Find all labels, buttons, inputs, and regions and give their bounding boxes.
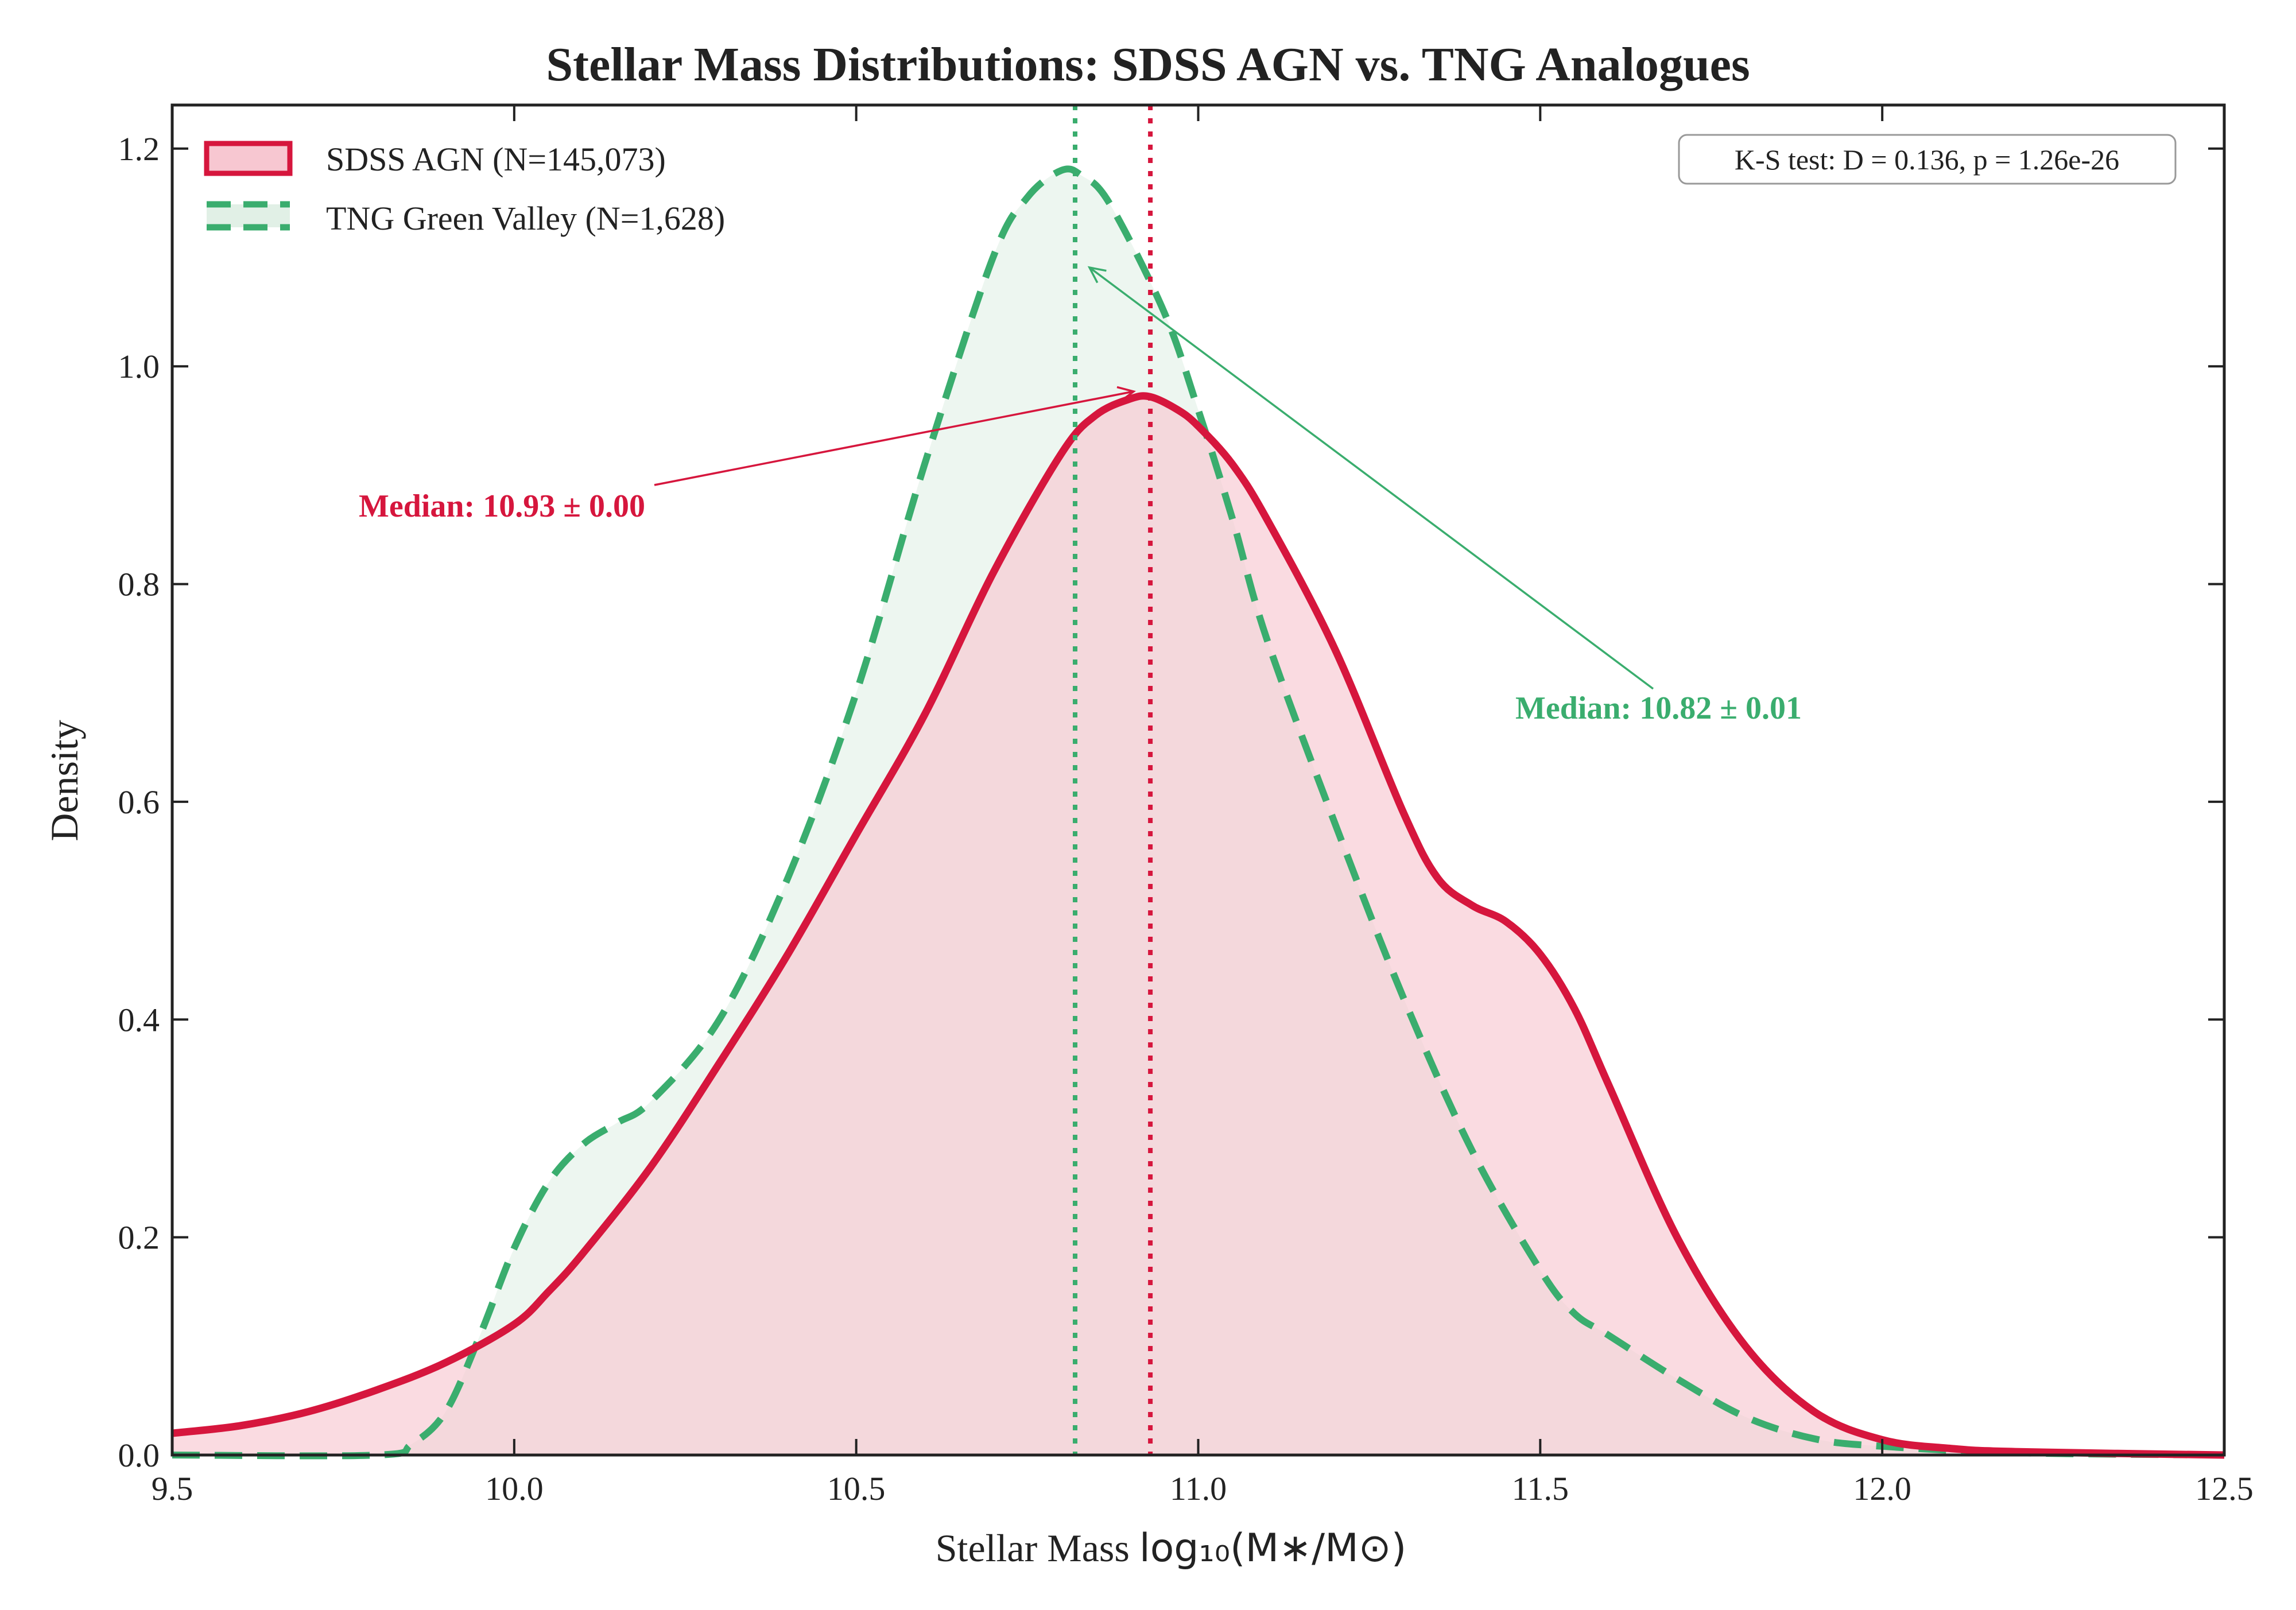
legend: SDSS AGN (N=145,073) TNG Green Valley (N… [204, 141, 725, 237]
series-line-sdss-agn [172, 392, 2225, 1459]
median-arrow-sdss-agn [654, 390, 1134, 486]
chart-title: Stellar Mass Distributions: SDSS AGN vs.… [546, 38, 1750, 91]
y-tick-label: 0.0 [118, 1437, 160, 1474]
legend-label-sdss-agn: SDSS AGN (N=145,073) [326, 141, 666, 178]
y-tick-label: 0.2 [118, 1219, 160, 1256]
y-tick-label: 1.0 [118, 348, 160, 385]
ks-test-text: K-S test: D = 0.136, p = 1.26e-26 [1735, 143, 2119, 176]
legend-dash-tng-green-valley [207, 201, 290, 231]
series-line-tng-green-valley [172, 165, 2225, 1460]
x-axis-label-text: Stellar Mass [936, 1526, 1139, 1570]
median-arrow-tng-green-valley [1088, 266, 1654, 690]
median-label-tng-green-valley: Median: 10.82 ± 0.01 [1515, 690, 1802, 726]
legend-label-tng-green-valley: TNG Green Valley (N=1,628) [326, 200, 725, 237]
median-arrow-tng-green-valley-head [1087, 266, 1107, 284]
x-tick-label: 9.5 [152, 1470, 193, 1507]
y-tick-label: 0.4 [118, 1001, 160, 1038]
median-label-sdss-agn: Median: 10.93 ± 0.00 [359, 488, 645, 524]
x-tick-label: 10.5 [827, 1470, 886, 1507]
legend-swatch-sdss-agn [204, 141, 293, 176]
x-tick-label: 11.0 [1170, 1470, 1227, 1507]
series-fill-sdss-agn [172, 395, 2224, 1456]
x-tick-label: 11.5 [1512, 1470, 1569, 1507]
y-axis-label: Density [42, 720, 86, 841]
legend-swatch-tng-green-valley [207, 204, 290, 227]
y-tick-label: 1.2 [118, 130, 160, 168]
y-tick-label: 0.6 [118, 783, 160, 821]
x-tick-label: 10.0 [485, 1470, 544, 1507]
x-axis-label: Stellar Mass log₁₀(M∗/M⊙) [936, 1526, 1407, 1571]
y-tick-label: 0.8 [118, 566, 160, 603]
x-axis-label-math: log₁₀(M∗/M⊙) [1139, 1526, 1406, 1571]
ks-test-box: K-S test: D = 0.136, p = 1.26e-26 [1678, 134, 2177, 185]
x-tick-label: 12.0 [1853, 1470, 1911, 1507]
x-tick-label: 12.5 [2195, 1470, 2254, 1507]
median-arrow-sdss-agn-head [1116, 386, 1136, 403]
